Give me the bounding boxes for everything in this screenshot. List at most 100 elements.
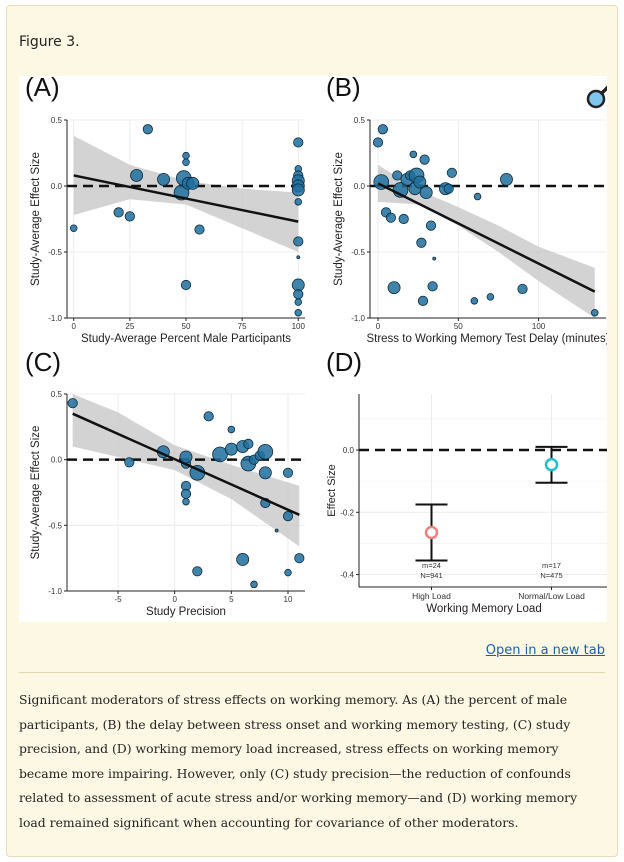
data-point xyxy=(470,297,479,305)
data-point xyxy=(416,237,427,248)
data-point xyxy=(387,281,401,295)
x-tick-label: 5 xyxy=(229,595,234,604)
data-point xyxy=(124,457,135,468)
y-tick-label: 0.5 xyxy=(354,116,366,125)
y-tick-label: 0.5 xyxy=(51,116,63,125)
panel-label: (C) xyxy=(25,347,61,377)
data-point xyxy=(500,172,513,186)
data-point xyxy=(419,154,430,165)
data-point xyxy=(212,446,228,463)
data-point xyxy=(427,281,438,292)
data-point xyxy=(124,211,135,222)
x-tick-label: -5 xyxy=(114,595,122,604)
data-point xyxy=(284,568,292,577)
data-point xyxy=(180,279,192,291)
data-point xyxy=(417,295,429,306)
panel-label: (D) xyxy=(326,347,362,377)
x-tick-label: 25 xyxy=(125,322,134,331)
data-point xyxy=(293,137,304,148)
data-point xyxy=(67,398,78,409)
estimate-point xyxy=(544,457,559,472)
data-point xyxy=(257,443,274,460)
x-tick-label: 0 xyxy=(172,595,177,604)
x-axis-label: Study Precision xyxy=(146,606,226,618)
panel-b: (B) -1.0 -0.5 0.0 0.5 0 50 100 Stress to Working… xyxy=(326,72,610,345)
data-point xyxy=(293,289,304,300)
figure-svg: (A)-1.0-0.50.00.50 25 50 75 100Study-Average… xyxy=(25,72,611,618)
y-tick-label: -0.4 xyxy=(340,571,354,580)
x-axis-label: Working Memory Load xyxy=(426,603,541,615)
panel-d: (D) m=24N=941 High Load m=17N=475 Normal/Low… xyxy=(326,347,609,615)
y-tick-label: -1.0 xyxy=(48,314,62,323)
data-point xyxy=(291,183,305,197)
x-tick-label: 0 xyxy=(72,322,77,331)
confidence-band xyxy=(72,394,300,547)
x-tick-label: 50 xyxy=(454,322,463,331)
y-tick-label: -0.5 xyxy=(48,248,62,257)
data-point xyxy=(69,224,78,232)
data-point xyxy=(182,151,190,160)
data-point xyxy=(294,198,303,206)
figure-title: Figure 3. xyxy=(19,34,80,50)
x-tick-label: 10 xyxy=(284,595,293,604)
x-axis-label: Study-Average Percent Male Participants xyxy=(81,333,291,345)
data-point xyxy=(157,172,170,186)
data-point xyxy=(274,528,279,533)
figure-image[interactable]: (A) -1.0 -0.5 0.0 0.5 0 25 50 75 100 Study-Average… xyxy=(19,72,611,622)
x-tick-label: 0 xyxy=(376,322,381,331)
data-point xyxy=(282,511,294,522)
data-point xyxy=(203,411,214,422)
divider xyxy=(19,672,605,673)
figure-caption: Significant moderators of stress effects… xyxy=(19,692,578,830)
magnifier-icon[interactable] xyxy=(585,84,611,110)
data-point xyxy=(446,167,457,178)
data-point xyxy=(243,438,254,450)
data-point xyxy=(236,553,250,566)
data-point xyxy=(294,553,305,564)
y-axis-label: Study-Average Effect Size xyxy=(333,152,345,286)
y-axis-label: Effect Size xyxy=(326,464,338,516)
y-axis-label: Study-Average Effect Size xyxy=(30,152,42,286)
fit-line xyxy=(377,182,596,293)
y-tick-label: 0.0 xyxy=(354,182,366,191)
data-point xyxy=(293,236,304,247)
data-point xyxy=(425,220,437,231)
plot-area xyxy=(359,394,609,587)
data-point xyxy=(186,176,200,190)
data-point xyxy=(192,566,203,577)
data-point xyxy=(250,580,258,589)
x-tick-label: 50 xyxy=(182,322,191,331)
y-axis-label: Study-Average Effect Size xyxy=(30,426,42,560)
data-point xyxy=(142,124,153,135)
data-point xyxy=(296,255,301,260)
y-tick-label: 0.0 xyxy=(343,446,355,455)
panel-label: (B) xyxy=(326,76,361,102)
data-point xyxy=(473,192,482,201)
y-tick-label: -1.0 xyxy=(48,587,62,596)
annotation-m: m=24 xyxy=(422,561,441,570)
data-point xyxy=(130,168,144,182)
data-point xyxy=(227,425,236,434)
data-point xyxy=(194,224,205,235)
y-tick-label: -0.5 xyxy=(351,248,365,257)
confidence-band xyxy=(378,164,595,318)
x-tick-label: High Load xyxy=(412,591,451,601)
fit-line xyxy=(73,174,299,223)
data-point xyxy=(182,158,190,166)
figure-card: Figure 3. (A) -1.0 -0.5 0.0 0.5 0 25 50 75 100 Stu… xyxy=(6,5,618,857)
panel-label: (A) xyxy=(25,76,60,102)
x-tick-label: 100 xyxy=(532,322,546,331)
data-point xyxy=(398,213,409,225)
open-in-new-tab-link[interactable]: Open in a new tab xyxy=(485,643,605,658)
data-point xyxy=(282,467,294,478)
data-point xyxy=(413,175,427,189)
y-tick-label: -1.0 xyxy=(351,314,365,323)
data-point xyxy=(419,186,433,200)
annotation-n: N=941 xyxy=(420,571,442,580)
x-tick-label: 75 xyxy=(238,322,247,331)
data-point xyxy=(409,150,418,159)
panel-a: (A)-1.0-0.50.00.50 25 50 75 100Study-Average… xyxy=(25,72,305,345)
data-point xyxy=(517,283,528,295)
panel-c: (C) -1.0 -0.5 0.0 0.5 -5 0 5 10 Study Precision St… xyxy=(25,347,305,618)
data-point xyxy=(372,137,384,148)
